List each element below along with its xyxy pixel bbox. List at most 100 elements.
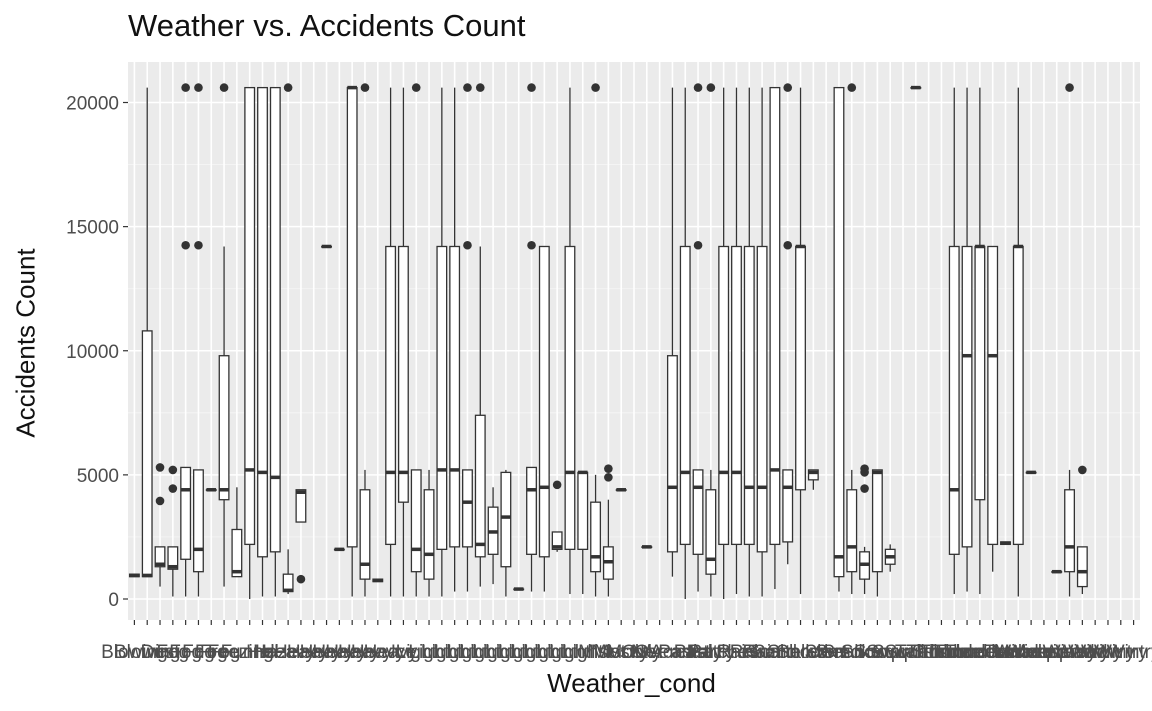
box-iqr xyxy=(257,86,268,558)
x-tick-label: Mist xyxy=(578,642,614,663)
outlier-point xyxy=(155,463,165,472)
outlier-point xyxy=(706,83,716,92)
box-iqr xyxy=(807,469,819,481)
outlier-point xyxy=(475,83,485,92)
box-iqr xyxy=(359,489,371,580)
x-tick-label: Ice xyxy=(391,642,416,663)
box-iqr xyxy=(961,245,973,548)
x-tick-label: Light xyxy=(472,642,514,663)
x-tick-label: Heavy xyxy=(338,642,392,663)
outlier-point xyxy=(168,484,178,493)
y-tick-label: 0 xyxy=(108,590,119,611)
x-tick-label: T-Storm xyxy=(895,642,963,663)
box-iqr xyxy=(731,245,742,546)
x-axis-title: Weather_cond xyxy=(547,668,716,698)
x-tick-label: Light xyxy=(408,642,450,663)
box-iqr xyxy=(269,86,281,553)
x-tick-label: Wintry xyxy=(1043,642,1097,663)
x-tick-label: Heavy xyxy=(300,642,354,663)
x-tick-label: Fog xyxy=(182,642,215,663)
x-tick-label: Partial xyxy=(658,642,712,663)
box-iqr xyxy=(423,489,435,580)
outlier-point xyxy=(155,496,165,506)
box-iqr xyxy=(410,469,422,573)
x-tick-label: Snow xyxy=(866,642,914,663)
box-iqr xyxy=(1064,489,1075,573)
x-tick-label: Fog xyxy=(156,642,189,663)
x-tick-label: Blowing xyxy=(101,642,168,663)
x-tick-label: Shallow xyxy=(767,642,834,663)
y-tick-label: 5000 xyxy=(77,466,119,487)
outlier-point xyxy=(860,468,869,477)
outlier-point xyxy=(693,240,703,250)
box-iqr xyxy=(692,469,704,555)
x-tick-label: Light xyxy=(562,642,604,663)
outlier-point xyxy=(296,574,306,584)
box-iqr xyxy=(948,245,960,555)
box-iqr xyxy=(871,469,883,573)
outlier-point xyxy=(604,473,613,482)
x-tick-label: Light xyxy=(460,642,502,663)
outlier-point xyxy=(219,83,229,92)
box-iqr xyxy=(577,471,589,550)
box-iqr xyxy=(974,245,986,501)
x-tick-label: Mist xyxy=(591,642,627,663)
box-iqr xyxy=(666,355,678,553)
outlier-point xyxy=(783,240,793,250)
box-iqr xyxy=(590,501,602,573)
box-iqr xyxy=(449,245,461,548)
x-tick-label: Heavy xyxy=(312,642,366,663)
box-iqr xyxy=(795,245,806,491)
outlier-point xyxy=(181,240,190,250)
outlier-point xyxy=(604,464,613,473)
box-iqr xyxy=(564,245,576,550)
box-iqr xyxy=(385,245,397,546)
x-tick-label: Light xyxy=(549,642,591,663)
x-tick-label: Light xyxy=(498,642,540,663)
box-iqr xyxy=(846,489,858,573)
x-tick-label: Showers xyxy=(776,642,850,663)
x-tick-label: N/A xyxy=(631,642,663,663)
box-iqr xyxy=(154,546,166,568)
outlier-point xyxy=(527,240,536,250)
x-tick-label: Widespread xyxy=(1006,642,1107,663)
x-tick-label: Thunder xyxy=(919,642,990,663)
x-tick-label: Mostly xyxy=(607,642,662,663)
x-tick-label: Thunderstorm xyxy=(934,642,1052,663)
box-iqr xyxy=(397,245,409,503)
box-iqr xyxy=(551,531,563,550)
x-tick-label: Wintry xyxy=(1068,642,1122,663)
outlier-point xyxy=(463,240,472,250)
x-tick-label: Snow xyxy=(841,642,889,663)
x-tick-label: Wintry xyxy=(1055,642,1109,663)
outlier-point xyxy=(283,83,293,92)
x-tick-label: Fog xyxy=(169,642,202,663)
box-iqr xyxy=(769,86,781,546)
x-tick-label: Rain xyxy=(743,642,782,663)
x-tick-label: Mostly xyxy=(594,642,649,663)
box-iqr xyxy=(1076,546,1088,588)
x-tick-label: Haze xyxy=(253,642,297,663)
x-tick-label: Freezing xyxy=(200,642,274,663)
x-tick-label: Light xyxy=(434,642,476,663)
y-tick-label: 15000 xyxy=(66,218,119,239)
outlier-point xyxy=(411,83,421,92)
box-iqr xyxy=(1012,245,1024,546)
x-tick-label: Partly xyxy=(674,642,723,663)
box-iqr xyxy=(833,86,845,578)
x-tick-label: Hail xyxy=(246,642,279,663)
box-iqr xyxy=(474,414,486,558)
x-tick-label: Light xyxy=(447,642,489,663)
box-iqr xyxy=(141,330,153,578)
box-iqr xyxy=(180,466,192,560)
outlier-point xyxy=(168,465,178,475)
x-tick-label: Rain xyxy=(730,642,769,663)
x-tick-label: Light xyxy=(537,642,579,663)
box-iqr xyxy=(346,86,358,548)
box-iqr xyxy=(167,546,179,570)
box-iqr xyxy=(462,469,473,548)
x-tick-label: Fog xyxy=(208,642,241,663)
x-tick-label: Tornado xyxy=(984,642,1053,663)
x-tick-label: Heavy xyxy=(325,642,379,663)
box-iqr xyxy=(500,471,512,568)
